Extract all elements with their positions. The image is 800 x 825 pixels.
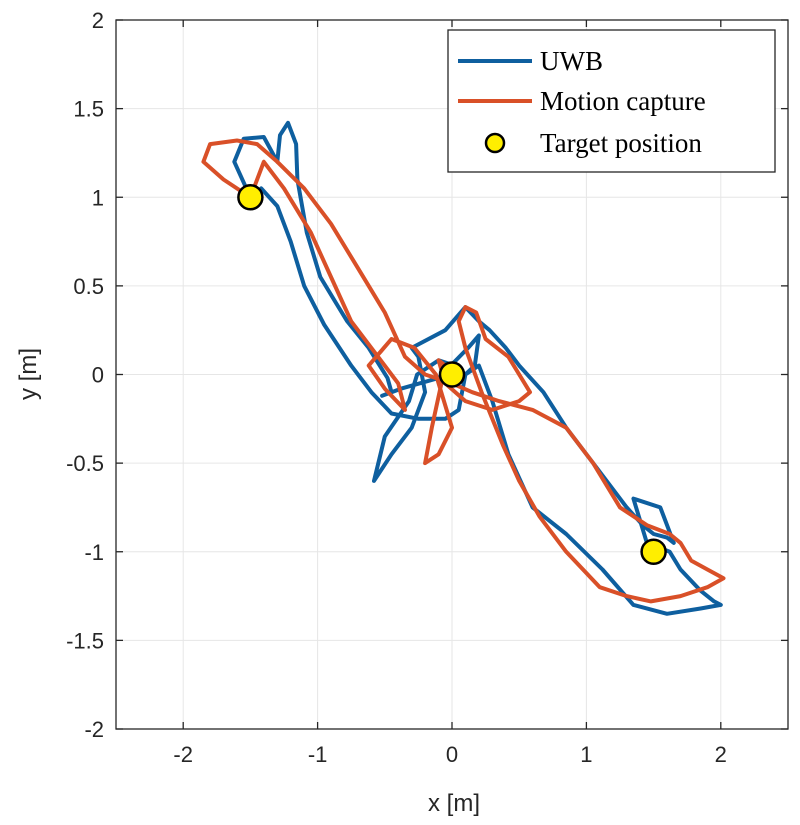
legend: UWB Motion capture Target position [447,29,776,173]
y-tick-label: -1.5 [66,628,104,653]
y-tick-labels: -2 -1.5 -1 -0.5 0 0.5 1 1.5 2 [66,8,104,742]
series-lines [201,120,726,616]
y-tick-label: 0.5 [73,274,104,299]
y-tick-label: -1 [84,540,104,565]
legend-uwb-label: UWB [540,46,603,76]
x-tick-label: 0 [446,742,458,767]
uwb-trajectory-line [232,120,723,616]
y-tick-label: 1 [92,185,104,210]
x-tick-label: 1 [580,742,592,767]
y-tick-label: 1.5 [73,97,104,122]
x-axis-label: x [m] [428,790,480,817]
target-position-marker [237,184,264,211]
y-tick-label: 0 [92,363,104,388]
y-tick-label: -0.5 [66,451,104,476]
tick-marks [116,19,788,730]
target-points [237,184,667,565]
target-position-marker [640,538,667,565]
legend-target-position-label: Target position [540,128,702,158]
y-axis-label: y [m] [15,348,42,400]
x-tick-labels: -2 -1 0 1 2 [173,742,727,767]
motion-capture-trajectory-line [201,138,726,604]
y-tick-label: 2 [92,8,104,33]
x-tick-label: -1 [308,742,328,767]
x-tick-label: -2 [173,742,193,767]
legend-motion-capture-label: Motion capture [540,86,706,116]
x-tick-label: 2 [715,742,727,767]
y-tick-label: -2 [84,717,104,742]
legend-target-position-marker [484,132,506,154]
target-position-marker [438,361,466,388]
